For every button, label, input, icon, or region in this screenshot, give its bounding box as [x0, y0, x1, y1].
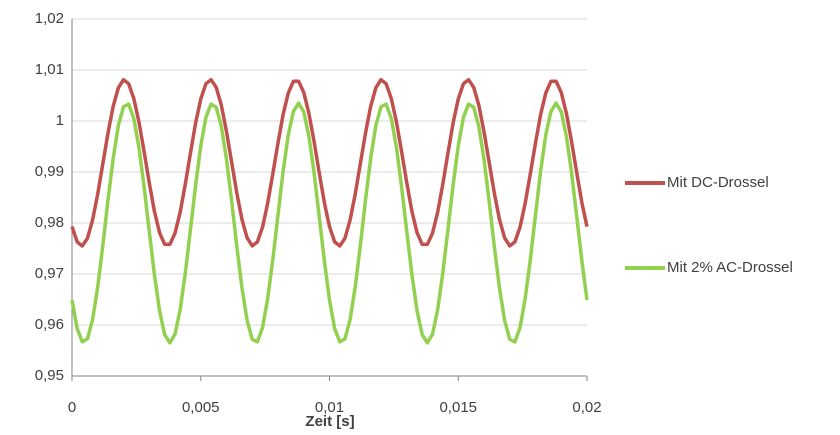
x-tick-label: 0,02	[572, 399, 601, 416]
x-tick-label: 0,01	[315, 399, 344, 416]
y-tick-label: 0,95	[35, 367, 64, 384]
y-tick-label: 1	[56, 112, 64, 129]
y-tick-label: 0,97	[35, 265, 64, 282]
x-axis-label: Zeit [s]	[305, 413, 354, 430]
y-tick-label: 0,99	[35, 163, 64, 180]
y-tick-label: 1,02	[35, 10, 64, 27]
legend-label: Mit DC-Drossel	[667, 174, 769, 191]
x-tick-label: 0	[68, 399, 76, 416]
y-tick-label: 1,01	[35, 61, 64, 78]
y-tick-label: 0,96	[35, 316, 64, 333]
x-tick-label: 0,015	[439, 399, 477, 416]
y-tick-label: 0,98	[35, 214, 64, 231]
x-tick-label: 0,005	[182, 399, 220, 416]
legend-label: Mit 2% AC-Drossel	[667, 259, 793, 276]
series-line	[70, 77, 589, 248]
series-line	[70, 101, 589, 345]
